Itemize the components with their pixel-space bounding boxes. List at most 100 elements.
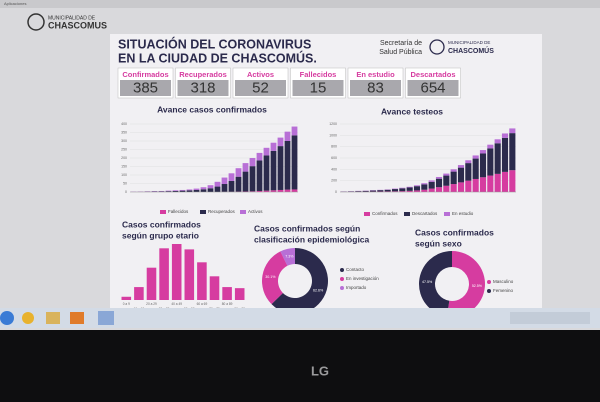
- bar-segment: [277, 137, 284, 147]
- bar: [184, 249, 195, 300]
- bar-segment: [501, 133, 509, 138]
- bar-segment: [228, 173, 235, 181]
- bar-segment: [509, 133, 516, 171]
- bar-segment: [435, 176, 443, 179]
- y-tick-label: 0: [125, 190, 127, 194]
- bar-segment: [242, 191, 249, 192]
- legend-label: Masculino: [493, 279, 514, 284]
- bar-segment: [291, 126, 298, 136]
- bar-segment: [487, 148, 494, 176]
- start-button[interactable]: [0, 311, 14, 325]
- bar-segment: [207, 188, 214, 192]
- stat-label: Descartados: [410, 70, 455, 79]
- bar-segment: [479, 150, 487, 154]
- pie-slice: [419, 251, 452, 317]
- bookmarks-bar: [0, 0, 600, 8]
- y-tick-label: 400: [331, 167, 337, 171]
- legend-label: Importado: [346, 285, 367, 290]
- bar-segment: [263, 147, 270, 156]
- chart-title: Avance testeos: [381, 106, 443, 116]
- bar-segment: [263, 190, 270, 192]
- bar-segment: [284, 131, 291, 141]
- bar-segment: [242, 163, 249, 172]
- pie-slice: [271, 248, 329, 315]
- bar-segment: [256, 152, 263, 161]
- bar: [159, 248, 169, 300]
- bar-segment: [186, 189, 193, 191]
- bar-segment: [200, 189, 207, 192]
- bar-segment: [399, 191, 406, 192]
- value-label: 62.6%: [313, 289, 324, 293]
- bar-segment: [384, 191, 391, 192]
- bar-segment: [200, 187, 207, 190]
- bar-segment: [256, 190, 263, 192]
- bar-segment: [242, 171, 249, 192]
- stat-label: En estudio: [356, 70, 395, 79]
- bar-segment: [428, 188, 435, 192]
- taskbar-app[interactable]: [98, 311, 114, 325]
- bar-segment: [443, 185, 450, 192]
- legend-swatch: [404, 212, 410, 216]
- bar-segment: [193, 188, 200, 190]
- bar-segment: [435, 178, 443, 188]
- bar-segment: [479, 177, 487, 192]
- y-tick-label: 1200: [329, 122, 337, 126]
- y-tick-label: 200: [331, 179, 337, 183]
- value-label: 52.5%: [472, 284, 483, 288]
- bar-segment: [165, 191, 172, 192]
- bar-segment: [355, 191, 362, 192]
- secretaria: Salud Pública: [379, 49, 422, 56]
- legend-swatch: [487, 289, 491, 293]
- bar-segment: [377, 190, 384, 192]
- stat-label: Activos: [247, 70, 274, 79]
- title-line: EN LA CIUDAD DE CHASCOMÚS.: [118, 50, 317, 65]
- bar-segment: [443, 175, 450, 186]
- bar-segment: [172, 190, 179, 191]
- stat-label: Fallecidos: [300, 70, 337, 79]
- chart-title: según sexo: [415, 238, 462, 248]
- legend-swatch: [364, 212, 370, 216]
- bar: [209, 276, 220, 300]
- taskbar-app[interactable]: [46, 312, 60, 324]
- bar-segment: [207, 185, 214, 189]
- y-tick-label: 0: [335, 190, 337, 194]
- bar-segment: [494, 143, 501, 174]
- bar-segment: [413, 190, 421, 192]
- taskbar-app[interactable]: [70, 312, 84, 324]
- bar-segment: [158, 191, 165, 192]
- bar-segment: [369, 190, 377, 192]
- bar-segment: [391, 191, 399, 192]
- bar-segment: [443, 173, 450, 176]
- legend-swatch: [340, 286, 344, 290]
- legend-swatch: [340, 277, 344, 281]
- bar-segment: [421, 189, 428, 192]
- brand-logo: [27, 13, 45, 31]
- bar-segment: [362, 190, 369, 192]
- stat-value-bg: [407, 80, 459, 96]
- bar-segment: [214, 181, 221, 187]
- stat-value-bg: [177, 80, 229, 96]
- bar-segment: [479, 153, 487, 178]
- bar: [146, 267, 157, 300]
- bar-segment: [384, 189, 391, 192]
- bookmarks-label[interactable]: Aplicaciones: [4, 1, 26, 6]
- taskbar-app[interactable]: [22, 312, 34, 324]
- bar-segment: [151, 191, 158, 192]
- bar-segment: [214, 186, 221, 192]
- y-tick-label: 50: [123, 181, 127, 185]
- charts: Avance casos confirmados 0 50 100 150 200 250 3…: [121, 104, 516, 318]
- chart-title: Casos confirmados según: [254, 223, 360, 233]
- stat-value: 52: [252, 79, 269, 96]
- legend-swatch: [240, 210, 246, 214]
- bar-segment: [421, 184, 428, 190]
- value-label: 47.5%: [422, 280, 433, 284]
- bar-segment: [277, 146, 284, 190]
- taskbar: [0, 308, 600, 328]
- stat-value-bg: [350, 80, 401, 96]
- bar-segment: [193, 189, 200, 192]
- logo-text: MUNICIPALIDAD DE: [448, 40, 490, 45]
- value-label: 30.1%: [265, 275, 276, 279]
- bar-segment: [413, 186, 421, 191]
- bar: [197, 262, 207, 300]
